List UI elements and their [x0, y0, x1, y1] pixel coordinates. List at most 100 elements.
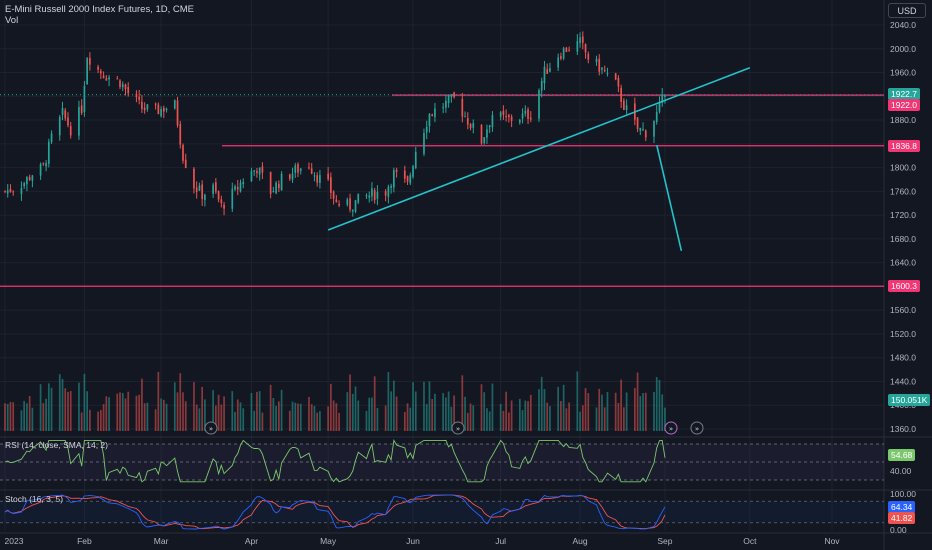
volume-bar: [26, 403, 28, 431]
volume-bar: [469, 403, 472, 431]
candle-body: [97, 66, 99, 70]
volume-bar: [23, 400, 26, 431]
candle-body: [529, 117, 532, 120]
volume-bar: [576, 371, 579, 431]
candle-body: [527, 109, 529, 120]
time-tick-label: Jun: [406, 536, 420, 546]
volume-bar: [299, 403, 302, 431]
volume-bar: [236, 399, 239, 431]
volume-bar: [253, 410, 256, 431]
volume-bar: [277, 401, 280, 431]
volume-bar: [179, 373, 182, 431]
candle-body: [661, 94, 664, 103]
volume-bars: [4, 371, 666, 431]
volume-bar: [9, 402, 12, 431]
candle-body: [538, 90, 540, 119]
candle-body: [568, 49, 570, 51]
candle-body: [428, 114, 431, 127]
event-marker-glyph: »: [456, 425, 460, 433]
volume-bar: [409, 407, 412, 431]
volume-bar: [176, 392, 179, 431]
candle-body: [23, 183, 26, 186]
candle-body: [316, 175, 319, 183]
stoch-label[interactable]: Stoch (16, 3, 5): [5, 494, 64, 504]
stoch-band: [0, 501, 884, 523]
candle-body: [376, 192, 379, 199]
volume-bar: [80, 412, 83, 431]
volume-bar: [376, 407, 379, 431]
candle-body: [510, 116, 513, 121]
volume-bar: [502, 410, 505, 431]
volume-bar: [423, 381, 425, 431]
candle-body: [403, 170, 406, 179]
candle-body: [42, 163, 45, 165]
volume-bar: [642, 393, 644, 431]
volume-bar: [39, 384, 42, 431]
candle-body: [294, 165, 297, 173]
candle-body: [105, 78, 108, 81]
time-tick-label: Sep: [657, 536, 672, 546]
volume-bar: [442, 393, 444, 431]
volume-label: Vol: [5, 15, 19, 26]
volume-bar: [4, 403, 6, 431]
candle-body: [642, 129, 644, 131]
volume-bar: [50, 387, 53, 431]
event-markers[interactable]: » » » »: [204, 421, 704, 435]
candle-body: [562, 48, 565, 59]
candle-body: [127, 87, 130, 94]
volume-bar: [127, 391, 130, 431]
volume-bar: [231, 391, 234, 431]
candle-body: [297, 164, 299, 173]
volume-bar: [61, 378, 64, 431]
time-tick-label: Apr: [245, 536, 258, 546]
volume-bar: [636, 372, 639, 431]
event-marker-icon[interactable]: [451, 421, 465, 435]
volume-bar: [565, 408, 568, 431]
candle-body: [223, 204, 225, 209]
price-tick-label: 1440.0: [890, 376, 916, 386]
candle-body: [116, 78, 119, 80]
candle-body: [338, 204, 340, 206]
candle-body: [639, 127, 642, 131]
candle-body: [406, 176, 409, 182]
price-tick-label: 1560.0: [890, 305, 916, 315]
volume-bar: [414, 391, 417, 431]
time-axis[interactable]: 2023 Feb Mar Apr May Jun Jul Aug Sep Oct Nov: [5, 536, 841, 546]
volume-bar: [633, 387, 636, 431]
stoch-tick-label: 100.00: [890, 489, 916, 499]
volume-bar: [587, 393, 590, 431]
volume-bar: [294, 402, 297, 431]
stoch-pane: 100.0050.000.00: [0, 489, 916, 535]
volume-bar: [78, 382, 80, 431]
volume-bar: [412, 382, 414, 431]
event-marker-icon[interactable]: [690, 421, 704, 435]
candle-body: [83, 85, 86, 113]
volume-bar: [242, 408, 245, 431]
volume-bar: [655, 377, 658, 431]
currency-button[interactable]: USD: [888, 3, 926, 18]
volume-bar: [601, 394, 603, 431]
candle-body: [154, 103, 157, 105]
rsi-band: [0, 444, 884, 480]
candle-body: [466, 118, 469, 125]
volume-bar: [505, 391, 507, 431]
event-marker-icon[interactable]: [204, 421, 218, 435]
candle-body: [540, 80, 543, 91]
volume-bar: [105, 396, 108, 431]
candle-body: [4, 191, 6, 193]
candle-body: [272, 191, 275, 193]
rsi-label[interactable]: RSI (14, close, SMA, 14, 2): [5, 440, 108, 450]
candle-body: [373, 190, 376, 201]
event-marker-icon[interactable]: [664, 421, 678, 435]
candle-body: [89, 58, 91, 65]
candle-body: [310, 168, 313, 174]
price-axis[interactable]: 2040.02000.01960.01920.01880.01840.01800…: [890, 20, 916, 434]
volume-bar: [428, 381, 431, 431]
time-tick-label: Nov: [824, 536, 840, 546]
candle-body: [330, 177, 332, 193]
volume-bar: [67, 391, 69, 431]
trendlines[interactable]: [327, 67, 751, 251]
candle-body: [78, 106, 80, 136]
volume-bar: [258, 391, 261, 431]
